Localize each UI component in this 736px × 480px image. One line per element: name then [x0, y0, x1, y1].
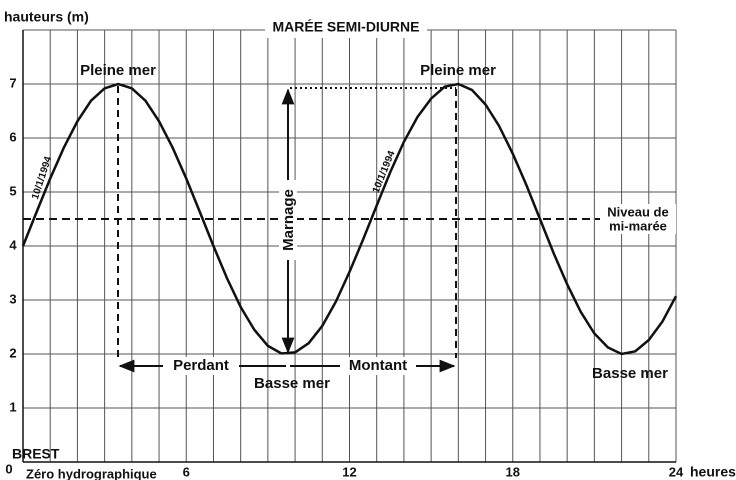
x-axis-label: heures — [690, 464, 736, 480]
y-tick-label: 5 — [9, 183, 16, 198]
title-bg — [265, 18, 427, 38]
chart-title: MARÉE SEMI-DIURNE — [272, 19, 419, 35]
y-tick-label: 0 — [5, 461, 12, 476]
x-tick-label: 6 — [183, 464, 190, 479]
y-tick-label: 7 — [9, 75, 16, 90]
label-bg — [279, 180, 297, 260]
annotation: Montant — [349, 357, 407, 374]
label-bg — [163, 357, 239, 375]
y-axis-label: hauteurs (m) — [4, 9, 89, 25]
y-tick-label: 4 — [9, 237, 17, 252]
y-tick-label: 1 — [9, 399, 16, 414]
x-tick-label: 24 — [669, 464, 684, 479]
annotation: Marnage — [280, 189, 297, 251]
label-bg — [600, 204, 676, 234]
x-tick-label: 12 — [342, 464, 356, 479]
datum-label: Zéro hydrographique — [26, 466, 157, 480]
station-label: BREST — [12, 446, 60, 462]
tide-curve — [21, 82, 678, 356]
annotation: Pleine mer — [420, 62, 496, 79]
annotation: Perdant — [173, 357, 229, 374]
annotation: Basse mer — [592, 365, 668, 382]
annotation: Pleine mer — [80, 62, 156, 79]
y-tick-label: 6 — [9, 129, 16, 144]
mid-level-label: Niveau de — [607, 204, 668, 219]
grid — [22, 29, 677, 463]
annotation: Basse mer — [254, 375, 330, 392]
y-tick-label: 2 — [9, 345, 16, 360]
mid-level-label: mi-marée — [609, 218, 667, 233]
y-tick-label: 3 — [9, 291, 16, 306]
label-bg — [340, 357, 416, 375]
x-tick-label: 18 — [506, 464, 520, 479]
